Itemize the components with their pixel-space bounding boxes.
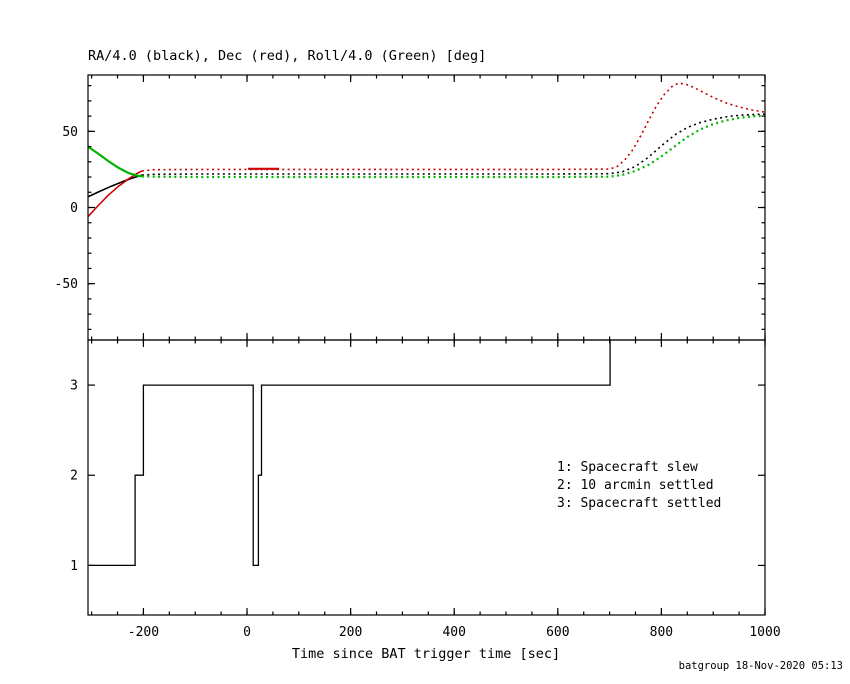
top-panel-series — [88, 82, 765, 218]
legend-line-slew: 1: Spacecraft slew — [557, 460, 698, 475]
x-axis-label: Time since BAT trigger time [sec] — [292, 646, 560, 662]
x-tick-label: 600 — [546, 625, 569, 640]
x-tick-label: 800 — [650, 625, 673, 640]
top-panel-frame — [87, 74, 766, 341]
x-tick-label: 200 — [339, 625, 362, 640]
axis-ticks — [88, 75, 766, 615]
series-line-dotted — [141, 114, 765, 179]
legend-line-settled: 3: Spacecraft settled — [557, 496, 721, 511]
series-line-dotted — [141, 113, 765, 176]
plot-title: RA/4.0 (black), Dec (red), Roll/4.0 (Gre… — [88, 48, 486, 64]
series-line-solid — [88, 145, 143, 178]
x-tick-label: 400 — [442, 625, 465, 640]
y-tick-label: 1 — [70, 559, 78, 574]
credit-stamp: batgroup 18-Nov-2020 05:13 — [679, 660, 843, 672]
x-tick-label: 0 — [243, 625, 251, 640]
series-line-dotted — [141, 82, 765, 172]
series-line — [88, 340, 611, 567]
series-line-solid — [88, 174, 143, 198]
axis-tick-labels: -50 0 50 -200 0 200 400 600 800 1000 1 2 3 — [55, 125, 781, 640]
bottom-panel-series — [88, 340, 611, 567]
x-tick-label: 1000 — [749, 625, 780, 640]
series-line-solid — [88, 170, 143, 218]
bottom-panel-frame — [87, 339, 766, 616]
y-tick-label: 0 — [70, 201, 78, 216]
y-tick-label: 2 — [70, 469, 78, 484]
legend-line-10arcmin: 2: 10 arcmin settled — [557, 478, 714, 493]
y-tick-label: -50 — [55, 277, 78, 292]
y-tick-label: 50 — [62, 125, 78, 140]
x-tick-label: -200 — [128, 625, 159, 640]
y-tick-label: 3 — [70, 379, 78, 394]
